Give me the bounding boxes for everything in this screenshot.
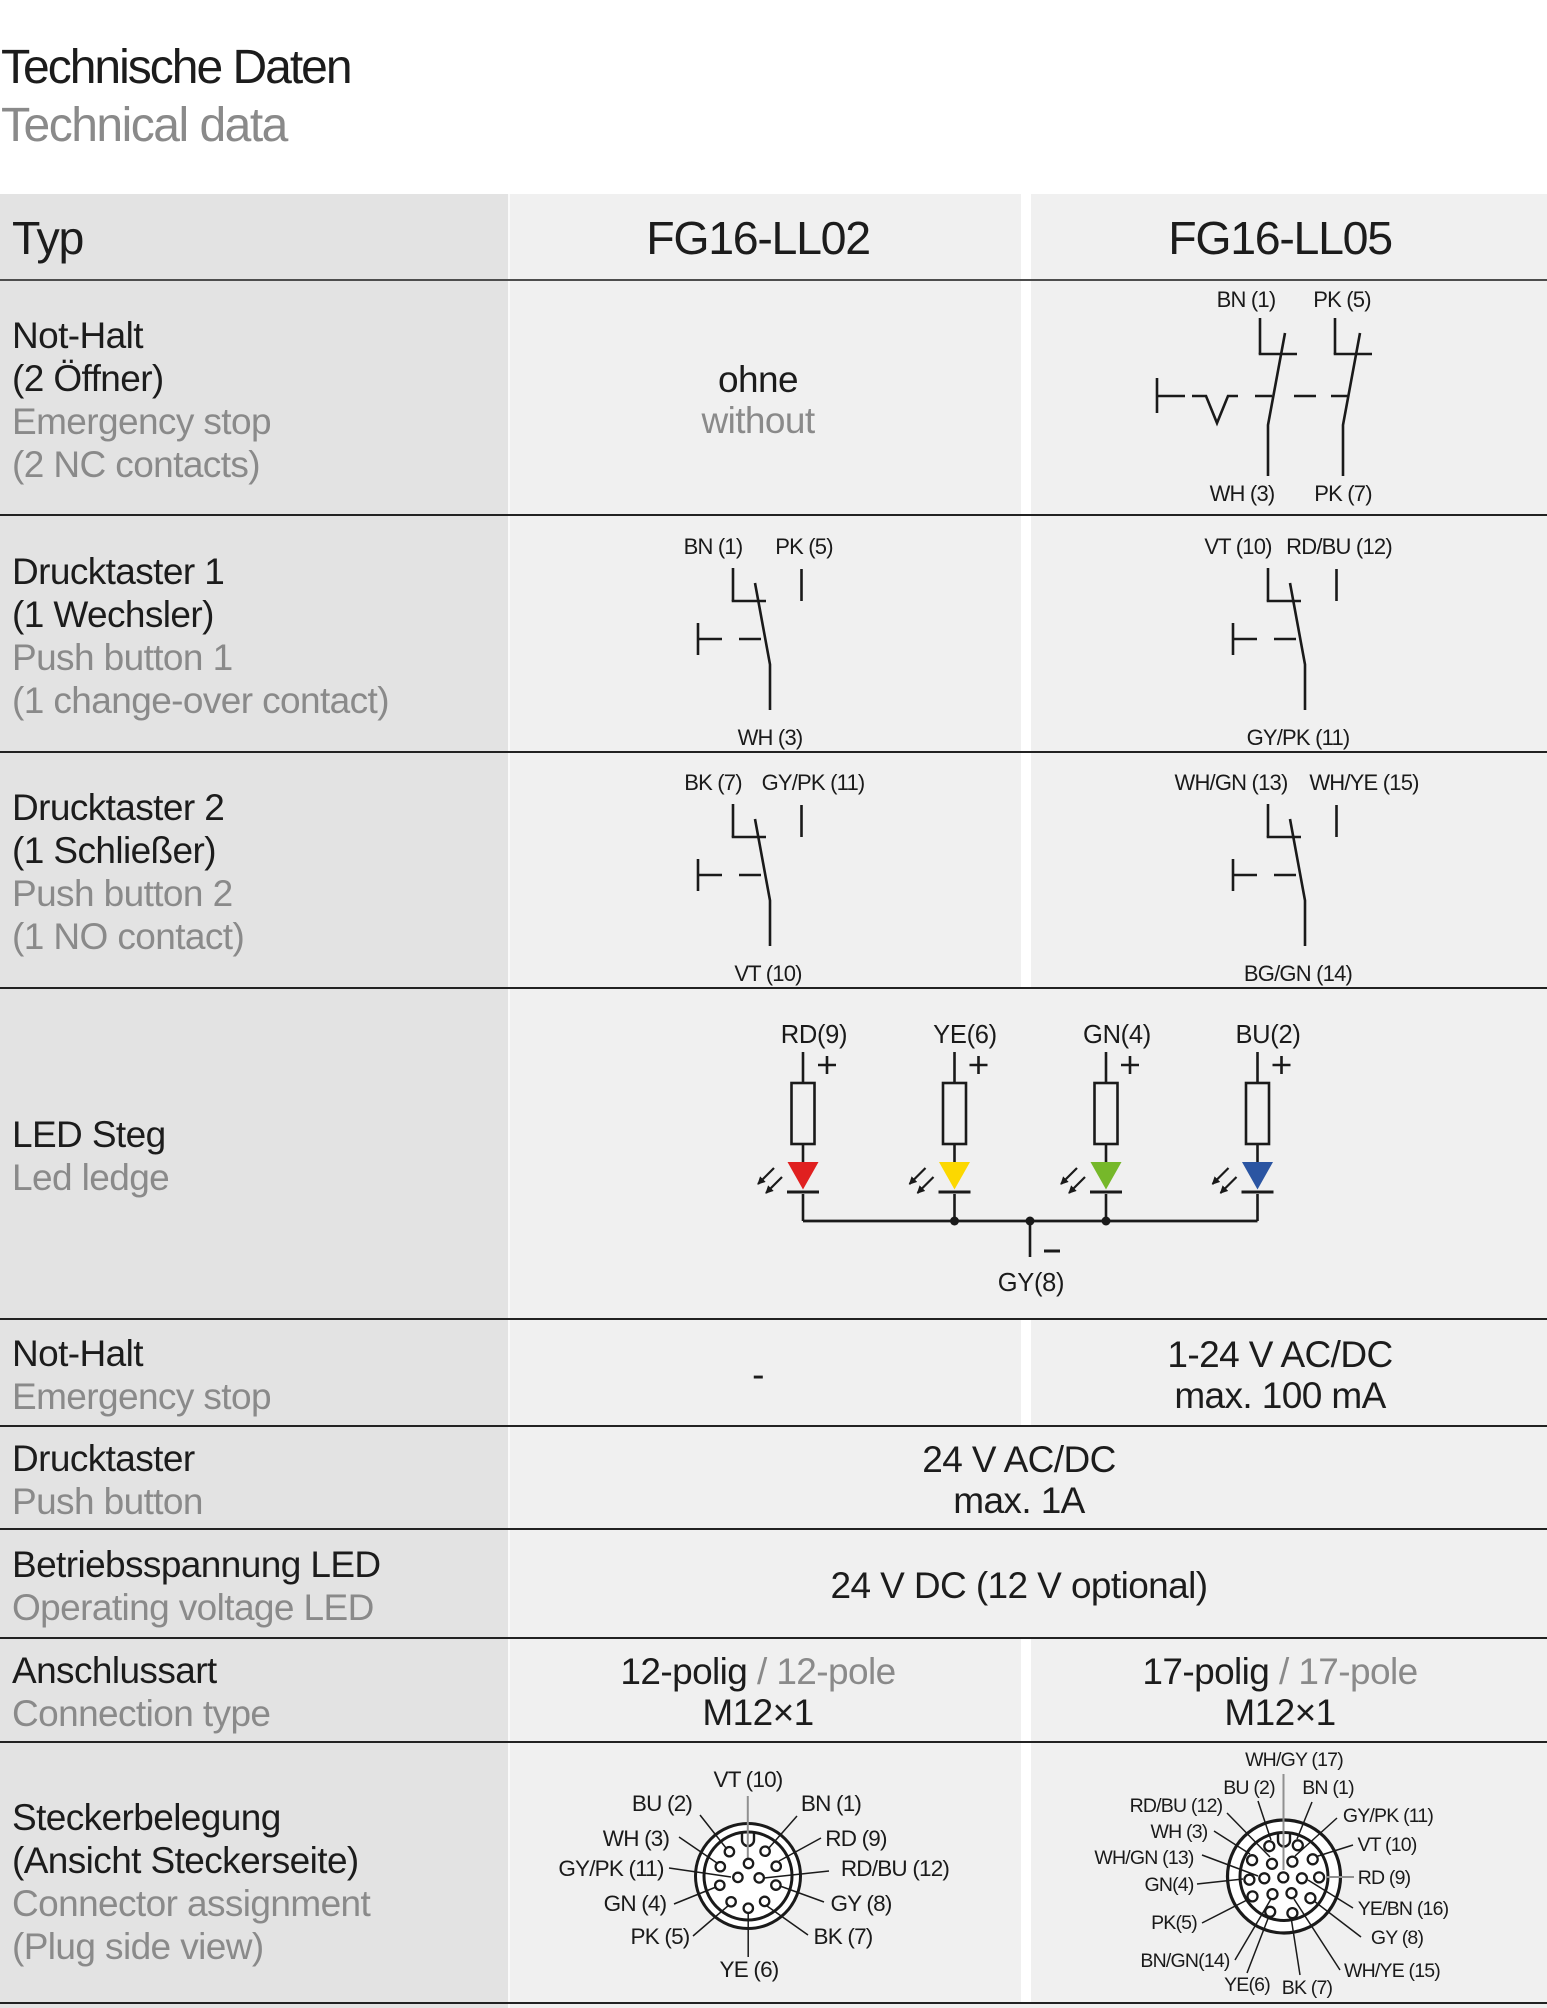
svg-text:PK (5): PK (5) bbox=[631, 1924, 690, 1949]
svg-text:GY/PK (11): GY/PK (11) bbox=[1343, 1805, 1434, 1827]
svg-text:GY/PK (11): GY/PK (11) bbox=[558, 1856, 664, 1881]
svg-text:BK (7): BK (7) bbox=[1282, 1977, 1333, 1999]
svg-text:GN (4): GN (4) bbox=[604, 1891, 667, 1916]
svg-text:WH (3): WH (3) bbox=[603, 1826, 670, 1851]
svg-text:WH/YE (15): WH/YE (15) bbox=[1344, 1960, 1440, 1982]
svg-text:WH (3): WH (3) bbox=[1210, 481, 1275, 506]
svg-text:WH (3): WH (3) bbox=[1151, 1821, 1208, 1843]
svg-text:YE (6): YE (6) bbox=[720, 1957, 779, 1982]
svg-text:WH/GN (13): WH/GN (13) bbox=[1174, 770, 1287, 795]
svg-text:PK (5): PK (5) bbox=[1313, 287, 1371, 312]
svg-text:GY (8): GY (8) bbox=[830, 1891, 891, 1916]
svg-text:GY (8): GY (8) bbox=[1371, 1927, 1424, 1949]
svg-text:BN (1): BN (1) bbox=[801, 1791, 862, 1816]
svg-text:RD/BU (12): RD/BU (12) bbox=[841, 1856, 950, 1881]
svg-text:BN/GN(14): BN/GN(14) bbox=[1140, 1950, 1230, 1972]
svg-text:WH/GY (17): WH/GY (17) bbox=[1245, 1749, 1343, 1771]
svg-text:PK (5): PK (5) bbox=[775, 534, 833, 559]
svg-text:WH/YE (15): WH/YE (15) bbox=[1309, 770, 1418, 795]
svg-text:VT (10): VT (10) bbox=[1357, 1834, 1416, 1856]
svg-text:BK (7): BK (7) bbox=[684, 770, 742, 795]
svg-text:VT (10): VT (10) bbox=[1204, 534, 1271, 559]
svg-text:RD/BU (12): RD/BU (12) bbox=[1286, 534, 1392, 559]
svg-text:YE/BN (16): YE/BN (16) bbox=[1358, 1898, 1449, 1920]
svg-text:BN (1): BN (1) bbox=[684, 534, 743, 559]
svg-text:VT (10): VT (10) bbox=[713, 1767, 782, 1792]
svg-text:WH/GN (13): WH/GN (13) bbox=[1094, 1847, 1194, 1869]
svg-text:GY/PK (11): GY/PK (11) bbox=[1247, 725, 1350, 750]
svg-text:GN(4): GN(4) bbox=[1083, 1021, 1151, 1049]
svg-text:BU(2): BU(2) bbox=[1235, 1021, 1300, 1049]
svg-text:RD (9): RD (9) bbox=[1358, 1867, 1411, 1889]
svg-text:BG/GN (14): BG/GN (14) bbox=[1244, 961, 1352, 986]
svg-text:BK (7): BK (7) bbox=[814, 1924, 873, 1949]
svg-text:GY(8): GY(8) bbox=[998, 1269, 1065, 1297]
svg-text:YE(6): YE(6) bbox=[1224, 1974, 1270, 1996]
svg-text:PK (7): PK (7) bbox=[1314, 481, 1372, 506]
svg-text:RD (9): RD (9) bbox=[825, 1826, 887, 1851]
svg-text:RD/BU (12): RD/BU (12) bbox=[1130, 1795, 1223, 1817]
svg-text:PK(5): PK(5) bbox=[1151, 1912, 1197, 1934]
svg-text:YE(6): YE(6) bbox=[933, 1021, 997, 1049]
svg-text:BN (1): BN (1) bbox=[1217, 287, 1276, 312]
svg-text:WH (3): WH (3) bbox=[738, 725, 803, 750]
svg-text:GY/PK (11): GY/PK (11) bbox=[762, 770, 865, 795]
svg-text:BN (1): BN (1) bbox=[1302, 1777, 1354, 1799]
svg-text:GN(4): GN(4) bbox=[1144, 1874, 1193, 1896]
svg-text:VT (10): VT (10) bbox=[734, 961, 801, 986]
svg-text:BU (2): BU (2) bbox=[1223, 1777, 1275, 1799]
svg-text:RD(9): RD(9) bbox=[781, 1021, 848, 1049]
svg-text:BU (2): BU (2) bbox=[632, 1791, 693, 1816]
